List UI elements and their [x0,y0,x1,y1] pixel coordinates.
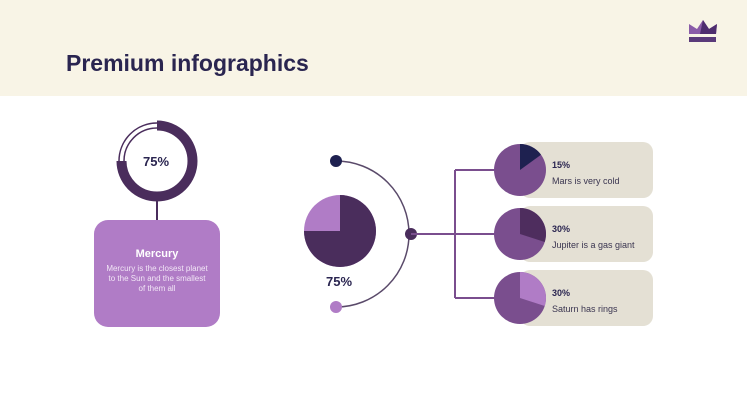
item-text: Mars is very cold [552,176,620,186]
item-percent: 30% [552,224,571,234]
main-pie-slice [304,195,376,267]
dot-bottom [330,301,342,313]
mercury-donut-arc [116,120,198,202]
item-percent: 15% [552,160,571,170]
tree-connector [411,169,495,299]
dot-top [330,155,342,167]
main-pie-percent: 75% [326,274,353,289]
item-pie-slice [520,144,542,170]
header-band [0,0,747,96]
item-pie-slice [520,272,546,307]
item-percent: 30% [552,288,571,298]
page-title: Premium infographics [66,50,309,76]
mercury-name: Mercury [135,248,179,260]
mercury-card: Mercury Mercury is the closest planet to… [94,220,220,327]
mercury-percent: 75% [143,154,170,169]
item-pie-slice [520,208,546,243]
crown-icon [689,20,717,42]
item-text: Saturn has rings [552,304,618,314]
mercury-description: Mercury is the closest planet to the Sun… [106,264,208,293]
item-text: Jupiter is a gas giant [552,240,635,250]
